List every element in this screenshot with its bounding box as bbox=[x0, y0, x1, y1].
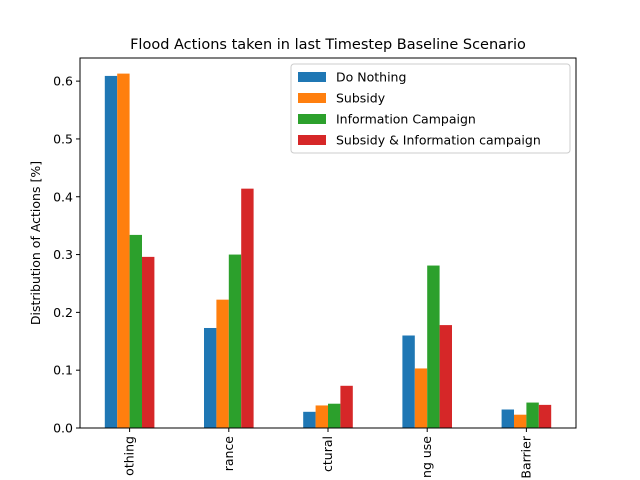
x-tick-label: Barrier bbox=[518, 435, 533, 478]
legend-swatch bbox=[298, 114, 326, 124]
legend-label: Do Nothing bbox=[336, 70, 406, 85]
chart-title: Flood Actions taken in last Timestep Bas… bbox=[130, 37, 526, 53]
bar-information-campaign-3 bbox=[328, 403, 341, 428]
plot-frame bbox=[79, 57, 577, 429]
legend-swatch bbox=[298, 93, 326, 103]
x-tick-label: othing bbox=[122, 436, 137, 476]
bar-subsidy-information-campaign-5 bbox=[538, 404, 552, 428]
legend-label: Subsidy & Information campaign bbox=[336, 133, 541, 148]
bar-subsidy-information-campaign-3 bbox=[340, 385, 353, 428]
y-tick-label: 0.2 bbox=[53, 305, 73, 320]
bar-subsidy-1 bbox=[117, 73, 130, 428]
bar-do-nothing-5 bbox=[501, 409, 514, 428]
bar-subsidy-4 bbox=[414, 368, 428, 428]
legend-label: Information Campaign bbox=[336, 112, 476, 127]
y-axis-label: Distribution of Actions [%] bbox=[28, 161, 43, 325]
y-tick-label: 0.4 bbox=[53, 189, 73, 204]
legend: Do Nothing Subsidy Information Campaign Sub… bbox=[290, 63, 571, 154]
bar-do-nothing-2 bbox=[204, 327, 217, 428]
y-tick-label: 0.6 bbox=[53, 74, 73, 89]
y-axis: 0.0 0.1 0.2 0.3 0.4 0.5 0.6 bbox=[53, 74, 80, 436]
x-tick-label: ctural bbox=[320, 436, 335, 472]
bar-do-nothing-3 bbox=[303, 411, 316, 428]
legend-label: Subsidy bbox=[336, 91, 386, 106]
bar-information-campaign-2 bbox=[228, 254, 242, 428]
x-tick-label: rance bbox=[221, 436, 236, 472]
y-tick-label: 0.5 bbox=[53, 131, 73, 146]
y-tick-label: 0.3 bbox=[53, 247, 73, 262]
bars-group bbox=[104, 73, 552, 428]
y-tick-label: 0.0 bbox=[53, 421, 73, 436]
legend-swatch bbox=[298, 72, 326, 82]
bar-subsidy-information-campaign-2 bbox=[241, 188, 254, 428]
legend-box bbox=[290, 63, 571, 154]
bar-do-nothing-1 bbox=[104, 75, 118, 428]
bar-information-campaign-4 bbox=[427, 265, 440, 428]
x-tick-label: ng use bbox=[419, 436, 434, 478]
x-axis: othing rance ctural ng use Barrier bbox=[122, 428, 533, 479]
bar-information-campaign-1 bbox=[129, 234, 142, 428]
legend-swatch bbox=[298, 135, 326, 145]
bar-information-campaign-5 bbox=[526, 402, 539, 428]
bar-subsidy-information-campaign-1 bbox=[142, 256, 155, 428]
bar-subsidy-3 bbox=[315, 405, 328, 428]
bar-subsidy-2 bbox=[216, 299, 229, 428]
bar-subsidy-information-campaign-4 bbox=[439, 325, 452, 428]
bar-subsidy-5 bbox=[514, 414, 527, 428]
y-tick-label: 0.1 bbox=[53, 363, 73, 378]
bar-do-nothing-4 bbox=[402, 335, 415, 428]
